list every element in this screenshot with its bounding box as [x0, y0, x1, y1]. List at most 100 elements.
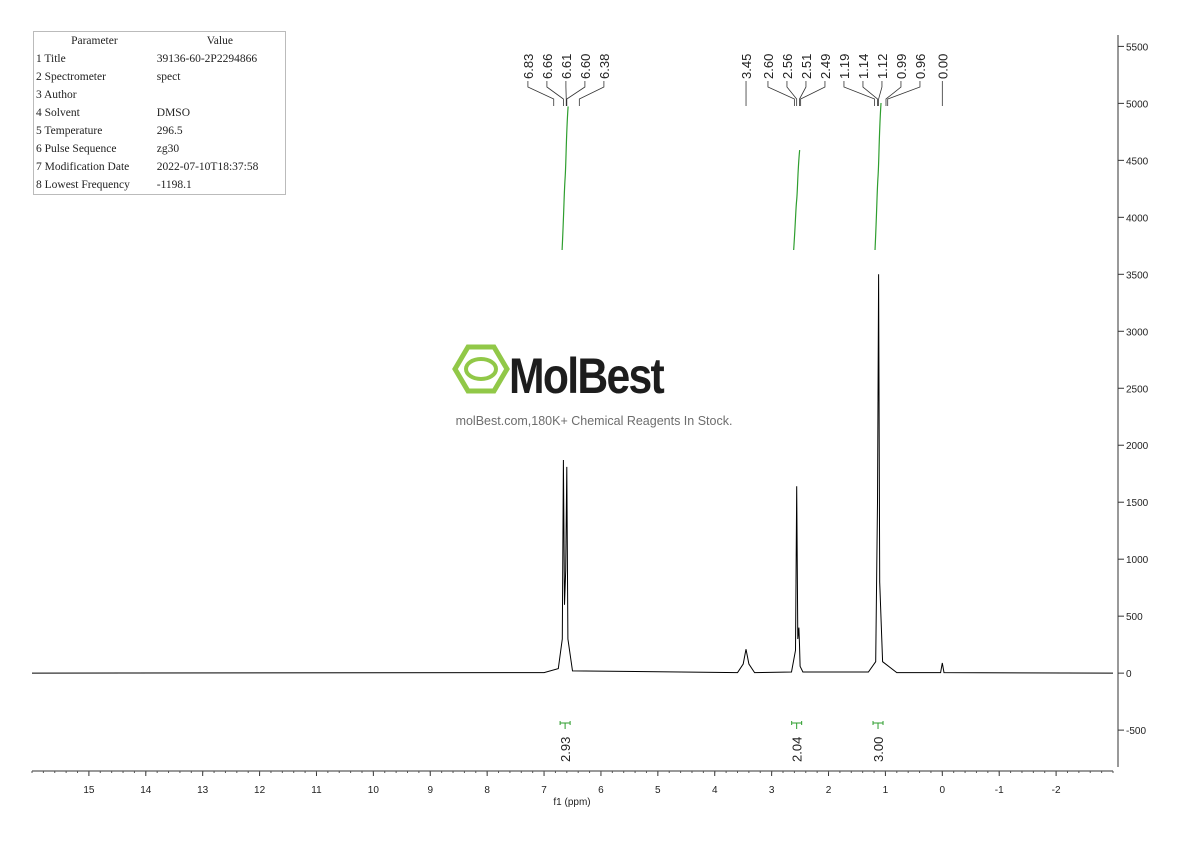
- parameter-table: Parameter Value 1 Title 39136-60-2P2294866 2…: [33, 31, 286, 195]
- integral-curve: [874, 102, 882, 251]
- table-cell: spect: [156, 71, 181, 83]
- logo-hexagon: [452, 344, 510, 394]
- table-cell: 3 Author: [36, 89, 77, 101]
- peak-marker: [546, 81, 564, 106]
- integral-bracket: [791, 721, 803, 729]
- y-tick-label: 500: [1126, 612, 1143, 623]
- x-tick-label: 3: [769, 785, 775, 796]
- y-tick-label: 2000: [1126, 441, 1149, 452]
- x-tick-label: 6: [598, 785, 604, 796]
- integral-label: 2.04: [790, 737, 805, 762]
- peak-marker: [878, 81, 883, 106]
- table-row: 1 Title 39136-60-2P2294866: [34, 50, 286, 68]
- x-tick-label: 8: [484, 785, 490, 796]
- table-cell: 2 Spectrometer: [36, 71, 106, 83]
- peak-label: 2.60: [761, 54, 776, 79]
- x-tick-label: 1: [883, 785, 889, 796]
- peak-label: 0.96: [913, 54, 928, 79]
- y-tick-label: 4500: [1126, 156, 1149, 167]
- table-cell: Value: [206, 35, 233, 47]
- peak-label: 6.61: [559, 54, 574, 79]
- table-row: 2 Spectrometer spect: [34, 68, 286, 86]
- y-tick-label: 5500: [1126, 42, 1149, 53]
- peak-marker: [885, 81, 902, 106]
- y-tick-label: 0: [1126, 669, 1132, 680]
- y-tick-label: 1500: [1126, 498, 1149, 509]
- table-row: 5 Temperature 296.5: [34, 122, 286, 140]
- peak-marker: [566, 81, 586, 106]
- peak-marker: [799, 81, 807, 106]
- peak-label: 2.51: [799, 54, 814, 79]
- peak-marker: [527, 81, 555, 106]
- x-tick-label: 11: [311, 785, 322, 796]
- table-cell: 8 Lowest Frequency: [36, 179, 130, 191]
- peak-label: 1.12: [875, 54, 890, 79]
- y-tick-label: -500: [1126, 726, 1146, 737]
- table-row: Parameter Value: [34, 32, 286, 51]
- x-tick-label: 2: [826, 785, 832, 796]
- table-row: 8 Lowest Frequency -1198.1: [34, 176, 286, 195]
- peak-marker: [786, 81, 798, 106]
- x-tick-label: 0: [940, 785, 946, 796]
- x-tick-label: -2: [1052, 785, 1061, 796]
- x-tick-label: 13: [197, 785, 209, 796]
- table-cell: 39136-60-2P2294866: [156, 53, 258, 65]
- peak-label: 3.45: [739, 54, 754, 79]
- logo-ring: [464, 357, 498, 381]
- x-tick-label: 9: [427, 785, 433, 796]
- y-tick-label: 3000: [1126, 327, 1149, 338]
- peak-marker: [843, 81, 876, 106]
- x-tick-label: 4: [712, 785, 718, 796]
- peak-label: 6.66: [540, 54, 555, 79]
- table-cell: zg30: [156, 143, 180, 155]
- x-tick-label: 7: [541, 785, 547, 796]
- x-tick-label: 15: [83, 785, 95, 796]
- peak-marker: [767, 81, 795, 106]
- x-tick-label: -1: [995, 785, 1004, 796]
- watermark-brand: MolBest: [509, 348, 665, 404]
- peak-label: 0.00: [935, 54, 950, 79]
- x-tick-label: 5: [655, 785, 661, 796]
- table-row: 7 Modification Date 2022-07-10T18:37:58: [34, 158, 286, 176]
- peak-label: 1.19: [837, 54, 852, 79]
- table-row: 3 Author: [34, 86, 286, 104]
- watermark-tagline: molBest.com,180K+ Chemical Reagents In S…: [456, 414, 733, 428]
- table-cell: 4 Solvent: [36, 107, 80, 119]
- y-tick-label: 2500: [1126, 384, 1149, 395]
- integral-bracket: [559, 721, 571, 729]
- table-cell: 5 Temperature: [36, 125, 103, 137]
- x-tick-label: 10: [368, 785, 380, 796]
- integral-bracket: [872, 721, 884, 729]
- table-row: 4 Solvent DMSO: [34, 104, 286, 122]
- integral-curve: [793, 149, 801, 251]
- integral-label: 2.93: [558, 737, 573, 762]
- table-cell: 7 Modification Date: [36, 161, 130, 173]
- peak-label: 0.99: [894, 54, 909, 79]
- y-tick-label: 1000: [1126, 555, 1149, 566]
- table-cell: Parameter: [71, 35, 118, 47]
- y-tick-label: 5000: [1126, 99, 1149, 110]
- table-cell: 6 Pulse Sequence: [36, 143, 117, 155]
- integral-label: 3.00: [871, 737, 886, 762]
- x-tick-label: 12: [254, 785, 266, 796]
- peak-label: 1.14: [856, 54, 871, 79]
- peak-label: 6.60: [578, 54, 593, 79]
- peak-label: 2.56: [780, 54, 795, 79]
- y-tick-label: 3500: [1126, 270, 1149, 281]
- watermark: MolBest molBest.com,180K+ Chemical Reage…: [452, 344, 733, 428]
- table-row: 6 Pulse Sequence zg30: [34, 140, 286, 158]
- table-cell: 1 Title: [36, 53, 66, 65]
- x-tick-label: 14: [140, 785, 152, 796]
- y-tick-label: 4000: [1126, 213, 1149, 224]
- peak-marker: [887, 81, 921, 106]
- peak-label: 2.49: [818, 54, 833, 79]
- peak-marker: [800, 81, 826, 106]
- table-cell: 296.5: [156, 125, 183, 137]
- table-cell: DMSO: [156, 107, 190, 119]
- peak-label: 6.83: [521, 54, 536, 79]
- table-cell: -1198.1: [156, 179, 192, 191]
- table-cell: 2022-07-10T18:37:58: [156, 161, 259, 173]
- peak-label: 6.38: [597, 54, 612, 79]
